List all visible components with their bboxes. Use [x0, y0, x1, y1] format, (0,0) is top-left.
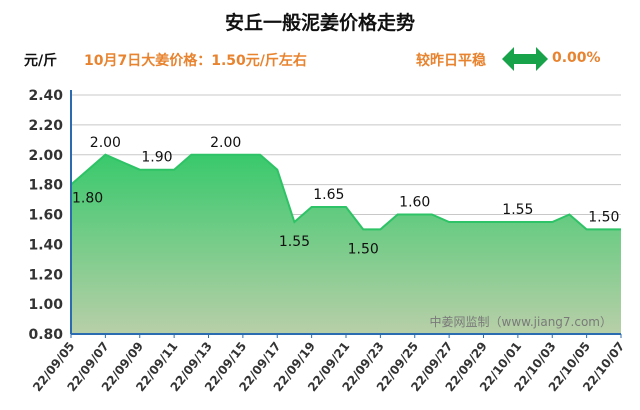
y-tick-label: 1.40 — [28, 237, 63, 253]
price-summary: 10月7日大姜价格：1.50元/斤左右 — [84, 53, 307, 69]
page-title: 安丘一般泥姜价格走势 — [224, 12, 415, 34]
y-tick-label: 2.40 — [28, 88, 63, 104]
y-tick-label: 2.20 — [28, 118, 63, 134]
watermark-text: 中姜网监制（www.jiang7.com） — [430, 314, 612, 329]
data-label: 1.65 — [313, 187, 344, 203]
data-label: 1.55 — [279, 234, 310, 250]
data-label: 1.55 — [502, 202, 533, 218]
data-label: 2.00 — [210, 135, 241, 151]
data-label: 1.80 — [72, 191, 103, 207]
data-label: 1.90 — [141, 150, 172, 166]
data-label: 1.50 — [348, 241, 379, 257]
double-arrow-icon — [502, 47, 548, 71]
compare-label: 较昨日平稳 — [416, 53, 486, 69]
unit-label: 元/斤 — [24, 53, 58, 69]
data-label: 1.50 — [588, 209, 619, 225]
price-area — [71, 154, 621, 334]
y-tick-label: 2.00 — [28, 148, 63, 164]
compare-value: 0.00% — [552, 50, 601, 66]
data-label: 2.00 — [90, 135, 121, 151]
data-label: 1.60 — [399, 195, 430, 211]
y-tick-label: 1.20 — [28, 267, 63, 283]
y-tick-label: 1.80 — [28, 178, 63, 194]
price-line — [70, 153, 621, 231]
y-tick-label: 1.60 — [28, 208, 63, 224]
y-tick-label: 1.00 — [28, 297, 63, 313]
y-tick-label: 0.80 — [28, 327, 63, 343]
